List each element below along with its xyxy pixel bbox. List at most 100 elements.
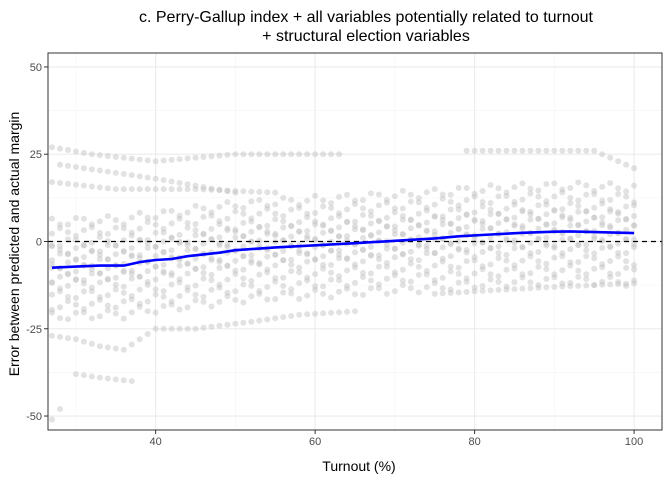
data-point <box>208 225 215 232</box>
data-point <box>551 147 558 154</box>
data-point <box>56 315 63 322</box>
data-point <box>599 278 606 285</box>
data-point <box>328 228 335 235</box>
data-point <box>312 221 319 228</box>
data-point <box>96 296 103 303</box>
data-point <box>216 284 223 291</box>
data-point <box>519 274 526 281</box>
data-point <box>336 210 343 217</box>
data-point <box>575 259 582 266</box>
data-point <box>48 243 55 250</box>
data-point <box>240 219 247 226</box>
data-point <box>352 308 358 315</box>
data-point <box>216 152 223 159</box>
data-point <box>152 215 159 222</box>
data-point <box>56 246 63 253</box>
y-axis-title: Error between predicted and actual margi… <box>6 112 22 377</box>
data-point <box>511 237 518 244</box>
data-point <box>583 241 590 248</box>
data-point <box>591 282 598 289</box>
data-point <box>567 222 574 229</box>
data-point <box>176 325 183 332</box>
data-point <box>136 209 143 216</box>
data-point <box>64 282 71 289</box>
data-point <box>280 314 287 321</box>
data-point <box>184 155 191 162</box>
data-point <box>216 258 223 265</box>
data-point <box>248 257 255 264</box>
data-point <box>447 191 454 198</box>
data-point <box>96 270 103 277</box>
data-point <box>567 216 574 223</box>
data-point <box>160 288 167 295</box>
data-point <box>64 251 71 258</box>
data-point <box>256 224 263 231</box>
data-point <box>240 210 247 217</box>
data-point <box>567 185 574 192</box>
data-point <box>431 213 438 220</box>
data-point <box>352 218 358 225</box>
data-point <box>375 252 382 259</box>
data-point <box>543 201 550 208</box>
data-point <box>96 313 103 320</box>
y-tick-label: -50 <box>26 411 42 423</box>
data-point <box>631 222 638 229</box>
data-point <box>567 200 574 207</box>
data-point <box>152 291 159 298</box>
data-point <box>264 296 271 303</box>
data-point <box>80 215 87 222</box>
data-point <box>184 239 191 246</box>
data-point <box>184 287 191 294</box>
data-point <box>575 221 582 228</box>
data-point <box>631 280 638 287</box>
data-point <box>88 151 95 158</box>
data-point <box>511 279 518 286</box>
data-point <box>471 147 478 154</box>
data-point <box>399 187 406 194</box>
data-point <box>383 223 390 230</box>
data-point <box>112 251 119 258</box>
data-point <box>559 212 566 219</box>
data-point <box>391 245 398 252</box>
data-point <box>224 225 231 232</box>
data-point <box>184 241 191 248</box>
data-point <box>280 247 287 254</box>
data-point <box>48 261 55 268</box>
data-point <box>543 234 550 241</box>
data-point <box>487 245 494 252</box>
data-point <box>64 162 71 169</box>
data-point <box>192 297 199 304</box>
data-point <box>415 263 422 270</box>
data-point <box>224 187 231 194</box>
data-point <box>344 255 351 262</box>
data-point <box>280 212 287 219</box>
data-point <box>336 251 343 258</box>
data-point <box>216 186 223 193</box>
data-point <box>599 261 606 268</box>
data-point <box>280 194 287 201</box>
data-point <box>208 186 215 193</box>
data-point <box>88 247 95 254</box>
data-point <box>559 147 566 154</box>
data-point <box>272 189 279 196</box>
data-point <box>415 241 422 248</box>
data-point <box>264 284 271 291</box>
data-point <box>128 270 135 277</box>
data-point <box>168 298 175 305</box>
data-point <box>48 332 55 339</box>
data-point <box>391 269 398 276</box>
data-point <box>160 270 167 277</box>
data-point <box>599 151 606 158</box>
data-point <box>519 196 526 203</box>
data-point <box>272 151 279 158</box>
data-point <box>120 269 127 276</box>
data-point <box>320 261 327 268</box>
data-point <box>431 250 438 257</box>
data-point <box>96 248 103 255</box>
data-point <box>152 175 159 182</box>
data-point <box>503 216 510 223</box>
data-point <box>168 156 175 163</box>
data-point <box>184 304 191 311</box>
data-point <box>96 218 103 225</box>
data-point <box>399 250 406 257</box>
